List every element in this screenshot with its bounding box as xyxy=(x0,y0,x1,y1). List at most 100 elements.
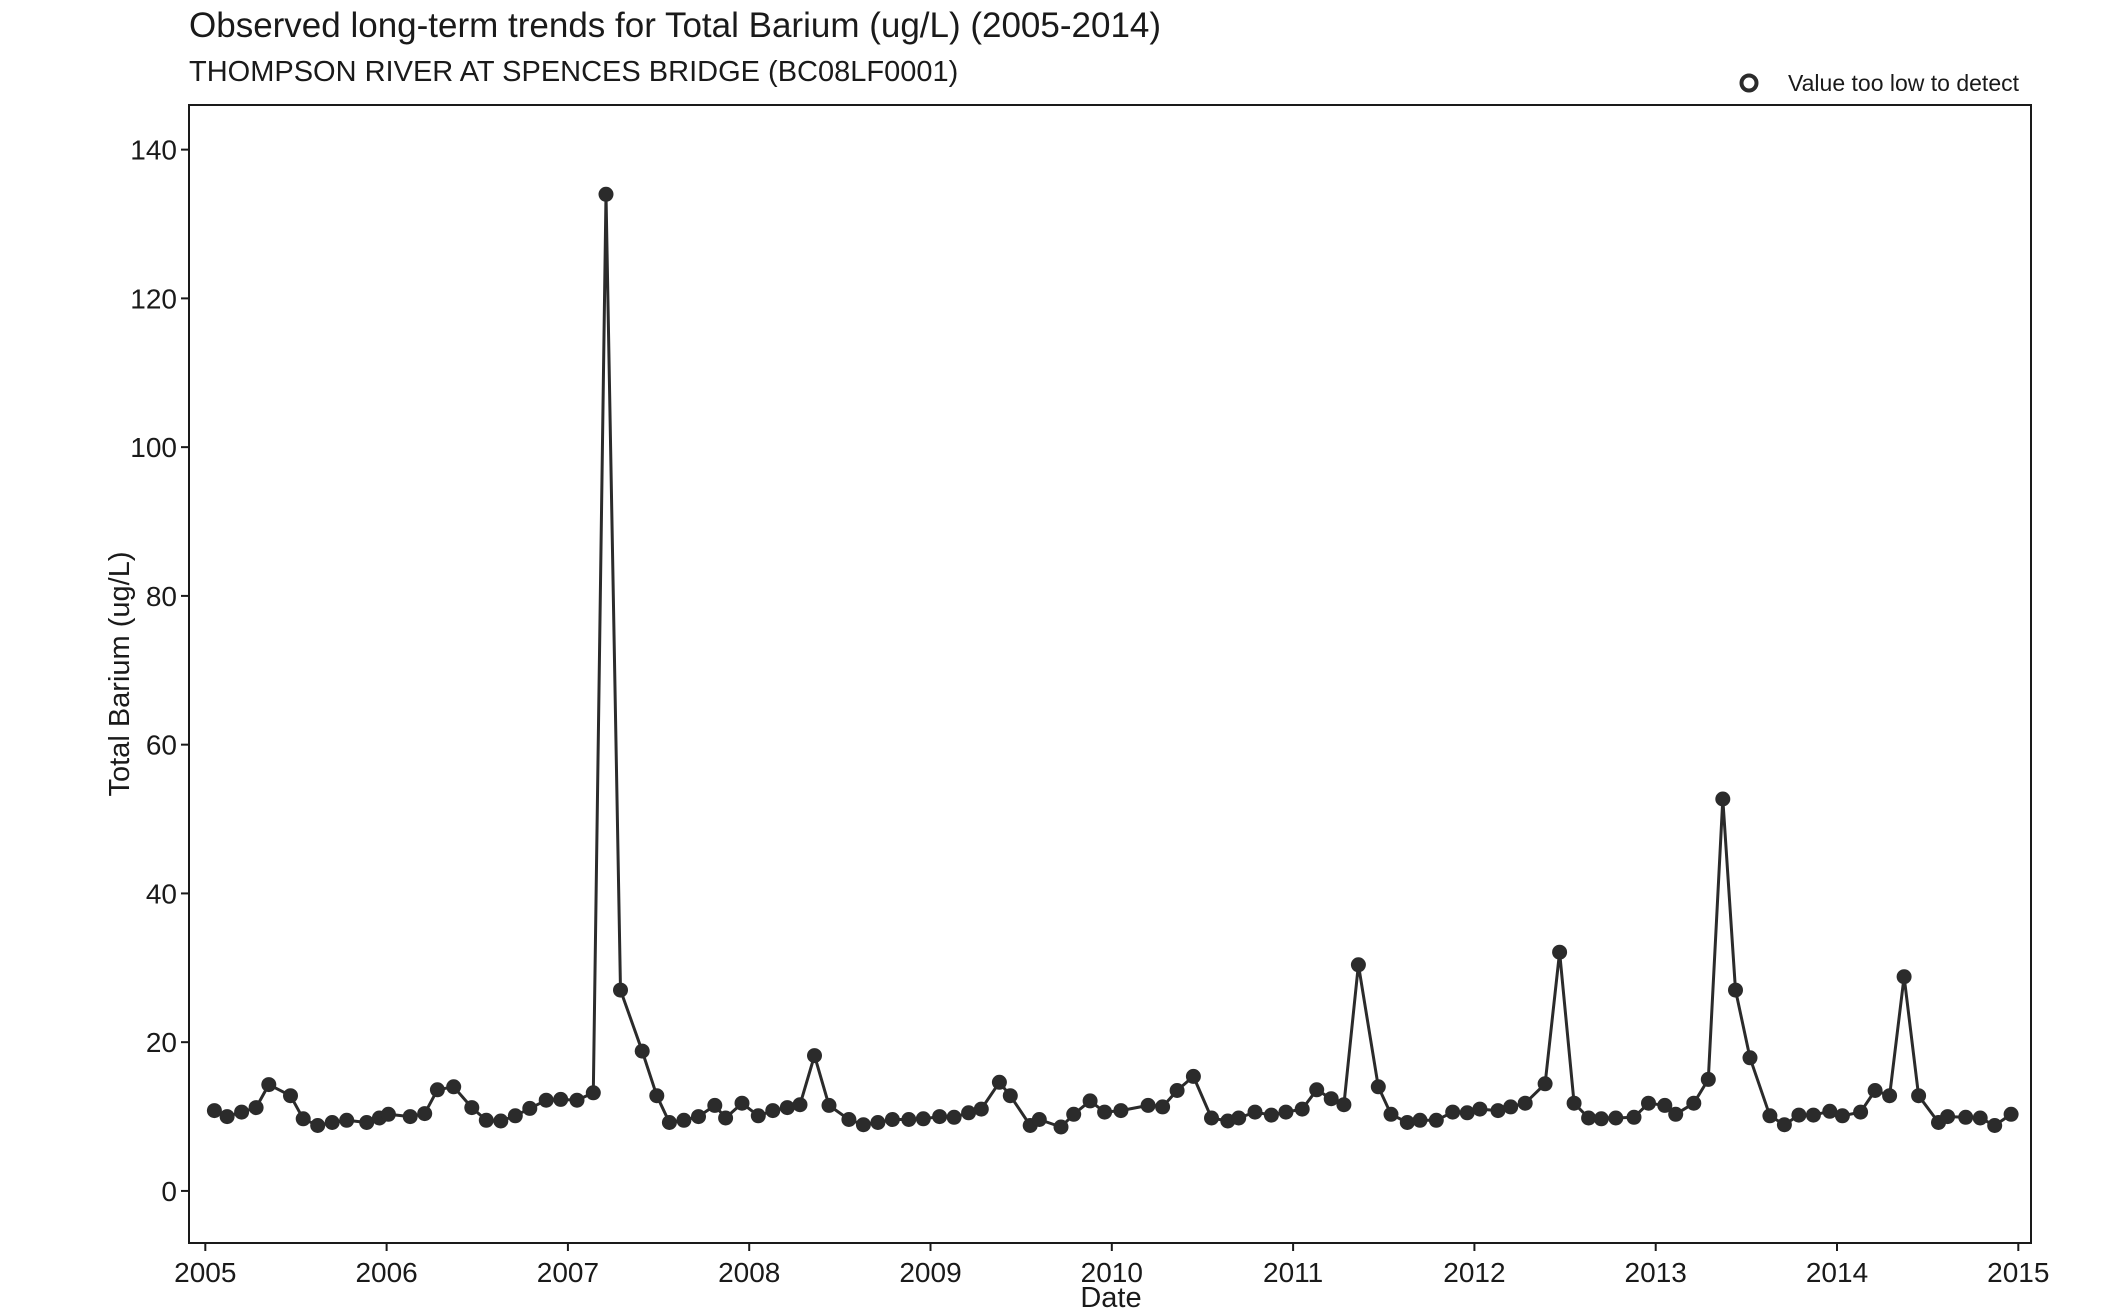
data-point xyxy=(1066,1106,1082,1122)
data-point xyxy=(1231,1110,1247,1126)
data-point xyxy=(1263,1107,1279,1123)
data-point xyxy=(1940,1109,1956,1125)
data-point xyxy=(446,1079,462,1095)
data-point xyxy=(1987,1118,2003,1133)
data-point xyxy=(1472,1101,1488,1117)
data-point xyxy=(522,1100,538,1116)
data-point xyxy=(1097,1104,1113,1120)
data-point xyxy=(324,1115,340,1130)
x-axis: 2005 2006 2007 2008 2009 2010 2011 2012 2013 2014… xyxy=(174,1243,2049,1288)
data-point xyxy=(1445,1104,1461,1120)
data-point xyxy=(359,1115,375,1130)
y-tick-label: 80 xyxy=(146,581,177,612)
data-point xyxy=(779,1100,795,1116)
data-point xyxy=(1728,982,1743,998)
data-point xyxy=(1791,1107,1807,1123)
data-point xyxy=(538,1092,554,1108)
series-total-barium xyxy=(206,186,2019,1135)
data-point xyxy=(1626,1109,1642,1125)
legend-open-circle-marker xyxy=(1739,73,1759,93)
data-point xyxy=(1247,1104,1263,1120)
legend: Value too low to detect xyxy=(1739,70,2020,96)
data-point xyxy=(1867,1083,1883,1098)
data-point xyxy=(402,1109,418,1125)
data-point xyxy=(792,1097,808,1113)
data-point xyxy=(750,1108,766,1124)
data-point xyxy=(973,1101,989,1117)
data-point xyxy=(283,1088,298,1104)
data-point xyxy=(585,1085,601,1101)
data-point xyxy=(1896,969,1912,985)
data-point xyxy=(295,1111,311,1127)
data-point xyxy=(1834,1108,1850,1124)
data-point xyxy=(1412,1112,1428,1128)
data-point xyxy=(310,1118,326,1133)
data-point xyxy=(718,1110,734,1126)
data-point xyxy=(855,1117,871,1133)
data-point xyxy=(1082,1093,1098,1109)
data-point xyxy=(1323,1091,1339,1107)
data-point xyxy=(478,1112,494,1128)
data-point xyxy=(613,982,628,998)
data-point xyxy=(1113,1103,1129,1119)
x-tick-label: 2009 xyxy=(899,1257,961,1288)
data-point xyxy=(1428,1112,1444,1128)
data-point xyxy=(429,1082,445,1098)
data-point xyxy=(464,1100,480,1116)
data-point xyxy=(380,1106,396,1122)
y-tick-label: 60 xyxy=(146,730,177,761)
data-point xyxy=(991,1074,1007,1090)
data-point xyxy=(1053,1119,1069,1135)
data-point xyxy=(1911,1088,1927,1104)
y-tick-label: 100 xyxy=(130,432,177,463)
data-point xyxy=(1762,1108,1778,1124)
data-point xyxy=(821,1097,837,1113)
data-point xyxy=(901,1112,917,1127)
data-point xyxy=(649,1088,665,1104)
data-point xyxy=(493,1113,509,1129)
x-tick-label: 2013 xyxy=(1625,1257,1687,1288)
data-point xyxy=(339,1112,355,1128)
data-point xyxy=(1336,1097,1352,1113)
data-point xyxy=(1459,1105,1475,1121)
data-point xyxy=(1641,1095,1656,1111)
x-tick-label: 2012 xyxy=(1443,1257,1505,1288)
data-point xyxy=(691,1109,706,1125)
data-point xyxy=(1002,1088,1018,1104)
data-point xyxy=(261,1077,277,1093)
data-point xyxy=(1882,1088,1898,1104)
data-point xyxy=(1140,1097,1156,1113)
data-point xyxy=(219,1109,235,1125)
legend-label: Value too low to detect xyxy=(1788,70,2020,96)
data-point xyxy=(1294,1101,1310,1117)
data-point xyxy=(1278,1104,1294,1120)
y-tick-label: 40 xyxy=(146,878,177,909)
data-point xyxy=(1700,1071,1716,1087)
data-point xyxy=(1490,1103,1506,1119)
data-point xyxy=(1805,1107,1821,1123)
data-point xyxy=(1350,957,1366,973)
x-tick-label: 2005 xyxy=(174,1257,236,1288)
data-point xyxy=(884,1112,900,1127)
data-point xyxy=(1552,944,1568,960)
data-point xyxy=(1715,791,1731,807)
data-point xyxy=(734,1095,750,1111)
data-point xyxy=(1566,1095,1582,1111)
plot-panel-border xyxy=(188,104,2032,1244)
y-tick-label: 0 xyxy=(161,1176,177,1207)
data-point xyxy=(1581,1110,1597,1126)
y-tick-label: 140 xyxy=(130,135,177,166)
data-point xyxy=(1822,1103,1838,1119)
data-point xyxy=(507,1108,523,1124)
data-point xyxy=(1517,1095,1533,1111)
data-point xyxy=(2003,1106,2019,1122)
data-point xyxy=(807,1048,822,1064)
data-point xyxy=(248,1100,264,1116)
x-tick-label: 2015 xyxy=(1987,1257,2049,1288)
data-point xyxy=(841,1112,857,1127)
data-point xyxy=(1204,1110,1219,1126)
data-point xyxy=(417,1106,433,1122)
data-point xyxy=(1686,1095,1702,1111)
data-point xyxy=(598,186,614,202)
data-point xyxy=(553,1091,569,1107)
